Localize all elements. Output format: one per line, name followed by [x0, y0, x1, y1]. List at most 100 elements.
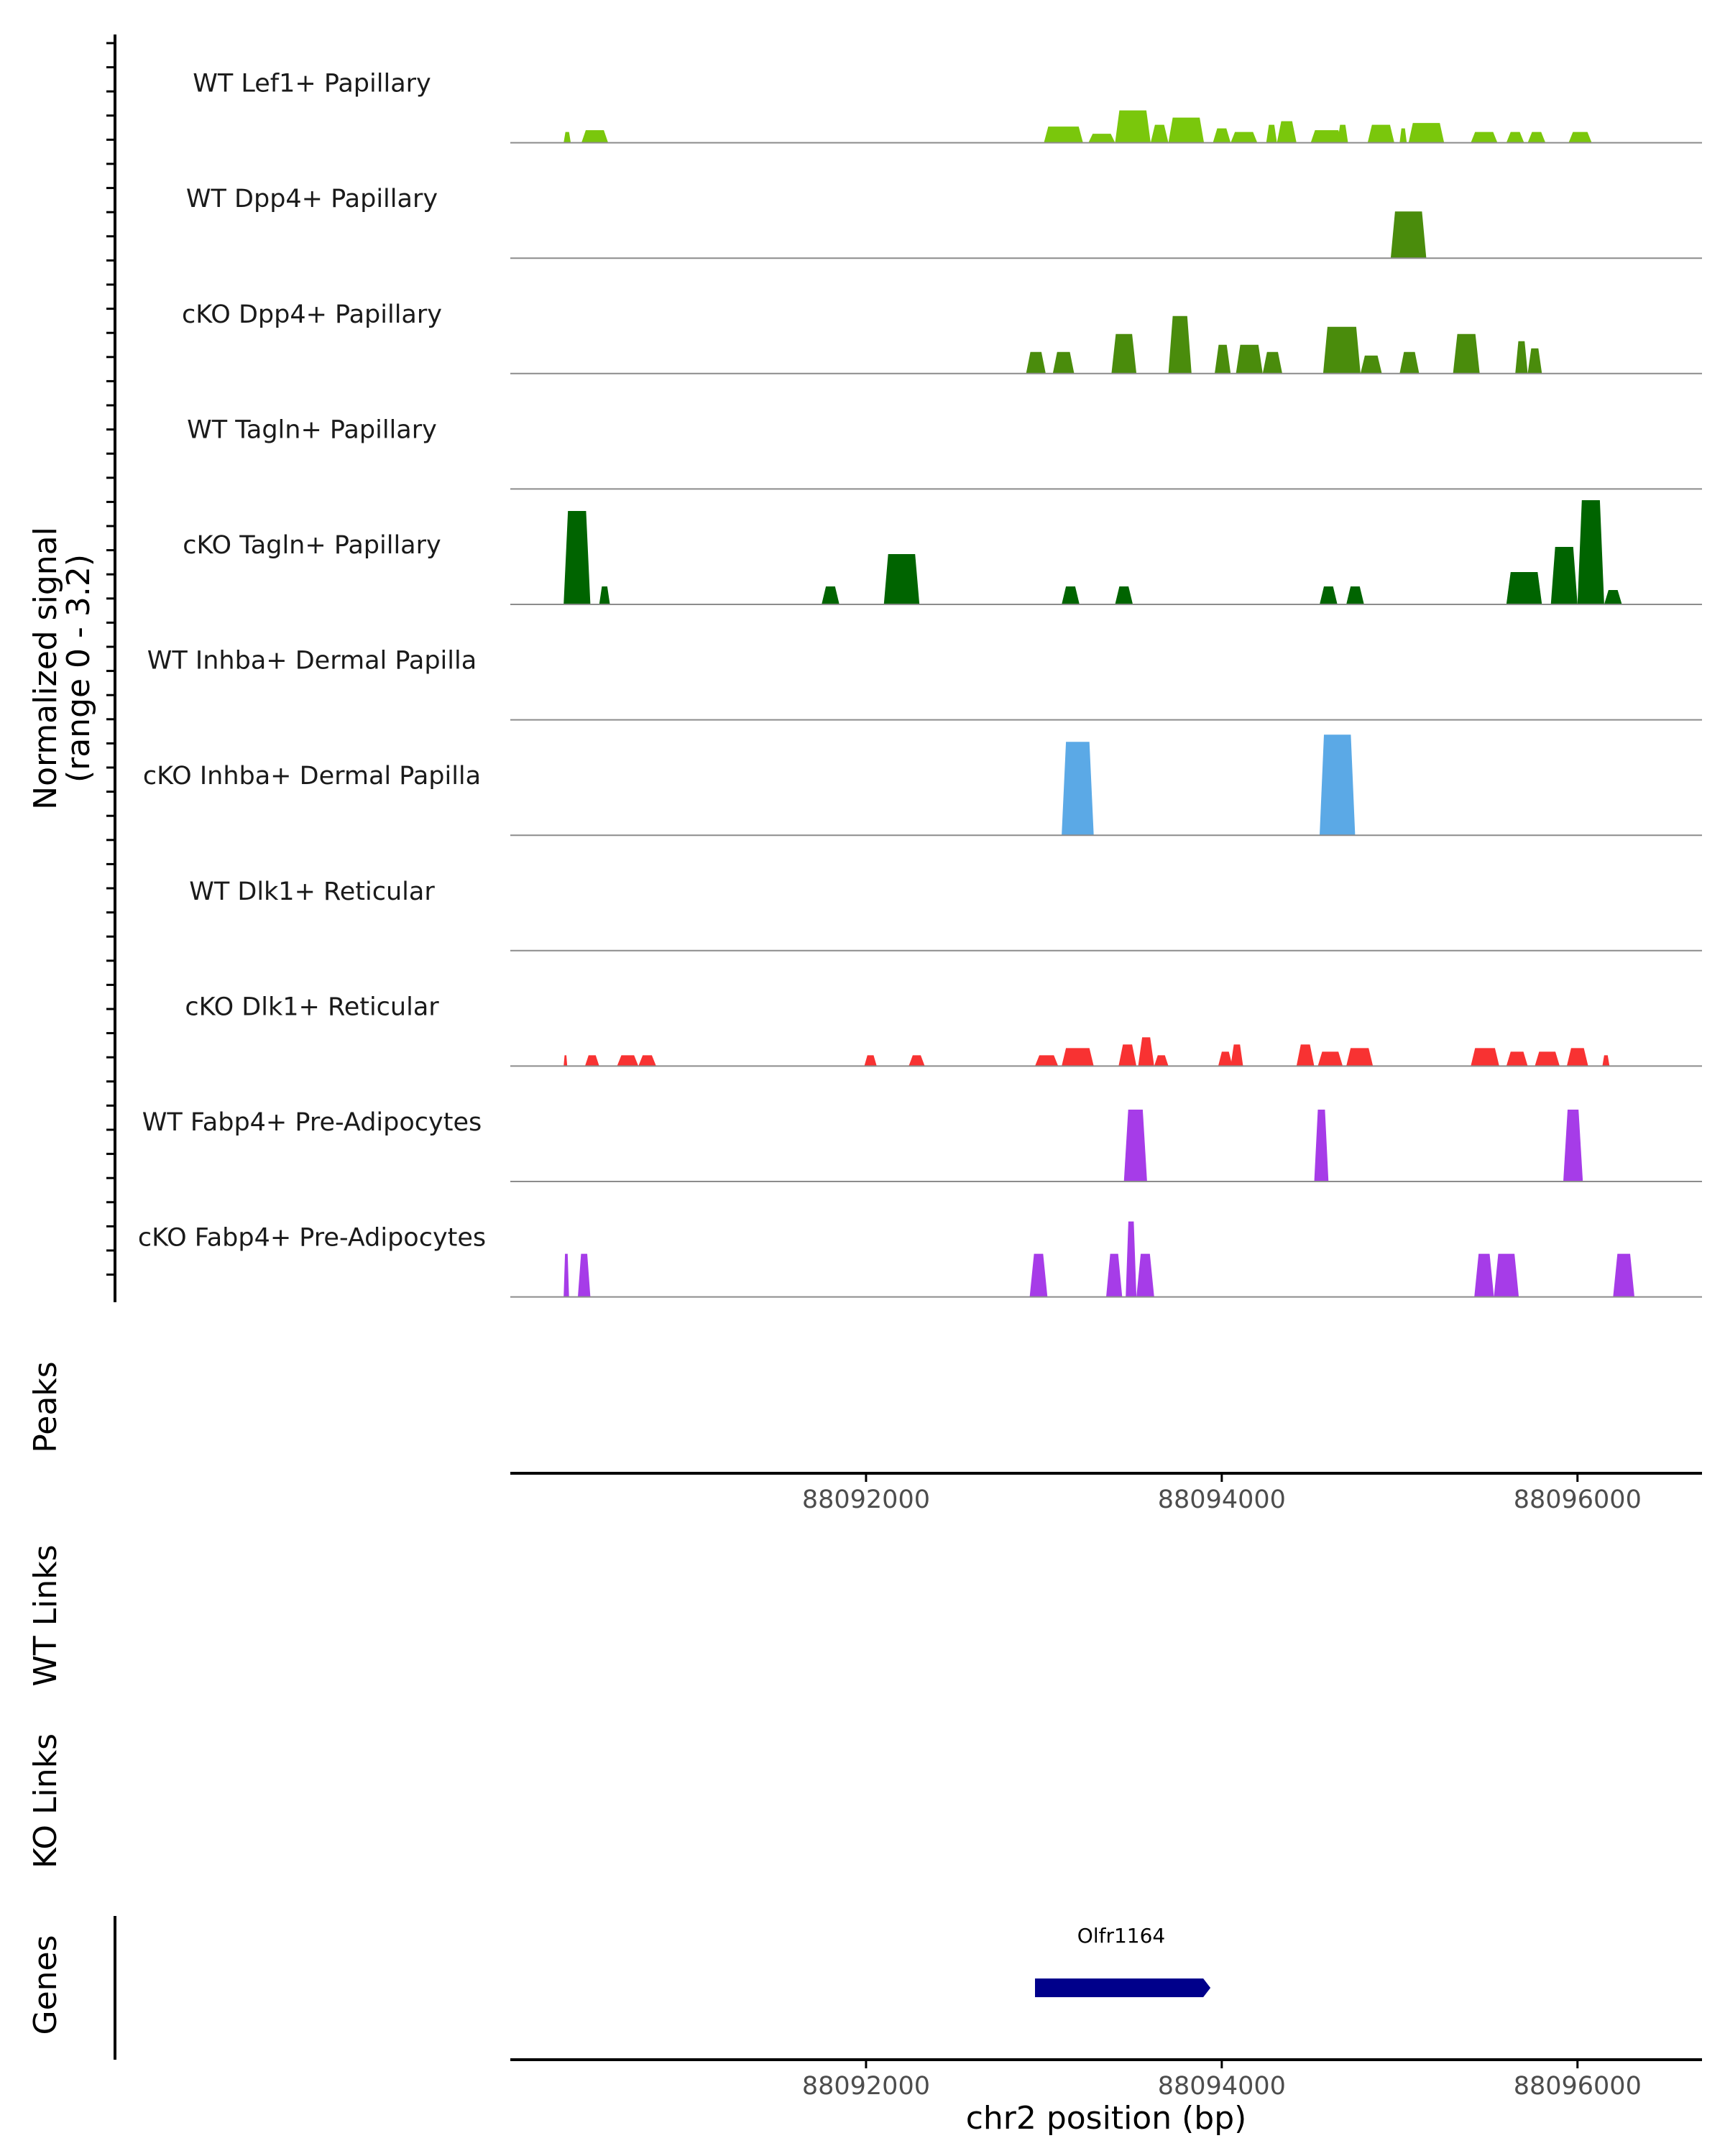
signal-peak	[1566, 1048, 1588, 1067]
signal-peak	[1506, 132, 1524, 143]
panel-label-ko-links: KO Links	[27, 1733, 64, 1869]
signal-peak	[1577, 500, 1604, 604]
signal-peak	[1515, 341, 1528, 374]
signal-peak	[1035, 1055, 1059, 1067]
signal-peak	[1314, 1110, 1329, 1181]
signal-peak	[822, 586, 840, 604]
signal-peak	[1215, 344, 1231, 374]
signal-peak	[1115, 586, 1133, 604]
signal-peak	[1399, 351, 1420, 374]
signal-peak	[564, 1253, 569, 1297]
panel-label-genes: Genes	[27, 1935, 64, 2035]
track-wt-dpp4-papillary: WT Dpp4+ Papillary	[186, 185, 1702, 259]
signal-peak	[883, 554, 920, 604]
signal-peak	[1506, 572, 1542, 604]
signal-peak	[1471, 1048, 1499, 1067]
signal-peak	[1062, 1048, 1094, 1067]
signal-peak	[564, 511, 591, 604]
signal-peak	[1138, 1037, 1154, 1067]
signal-peak	[1118, 1044, 1137, 1067]
signal-peak	[1266, 124, 1277, 143]
signal-peak	[1296, 1044, 1315, 1067]
signal-peak	[584, 1055, 599, 1067]
signal-peak	[1322, 326, 1361, 374]
signal-peak	[599, 586, 610, 604]
signal-peak	[1168, 117, 1205, 143]
x-axis-2-tick-label: 88094000	[1158, 2072, 1286, 2101]
signal-peak	[1568, 132, 1592, 143]
signal-peak	[1062, 586, 1080, 604]
signal-peak	[1604, 590, 1622, 604]
signal-peak	[1150, 124, 1169, 143]
signal-peak	[1453, 333, 1480, 374]
signal-peak	[1367, 124, 1394, 143]
signal-peak	[1317, 1051, 1343, 1067]
signal-peak	[1337, 124, 1348, 143]
signal-peak	[1346, 1048, 1374, 1067]
signal-peak	[864, 1055, 877, 1067]
gene-label-olfr1164: Olfr1164	[1077, 1924, 1165, 1948]
x-axis-1-tick-label: 88094000	[1158, 1485, 1286, 1514]
track-wt-lef1-papillary: WT Lef1+ Papillary	[193, 70, 1702, 144]
signal-peak	[1474, 1253, 1494, 1297]
signal-peak	[1154, 1055, 1169, 1067]
signal-peak	[1236, 344, 1263, 374]
signal-peak	[1471, 132, 1498, 143]
track-cko-dpp4-papillary: cKO Dpp4+ Papillary	[182, 300, 1702, 374]
coverage-ylabel-range: (range 0 - 3.2)	[60, 554, 97, 783]
track-cko-fabp4-pre-adipocytes: cKO Fabp4+ Pre-Adipocytes	[138, 1221, 1702, 1298]
x-axis-2-tick-label: 88092000	[802, 2072, 930, 2101]
signal-peak	[1408, 123, 1445, 143]
signal-peak	[1115, 110, 1151, 143]
track-label: cKO Tagln+ Papillary	[183, 531, 441, 560]
signal-peak	[1111, 333, 1137, 374]
track-cko-dlk1-reticular: cKO Dlk1+ Reticular	[185, 992, 1702, 1067]
signal-peak	[638, 1055, 656, 1067]
signal-peak	[1360, 355, 1382, 374]
x-axis-title: chr2 position (bp)	[966, 2100, 1247, 2137]
track-label: WT Tagln+ Papillary	[187, 415, 437, 444]
signal-peak	[1044, 126, 1083, 143]
signal-peak	[1026, 351, 1046, 374]
signal-peak	[617, 1055, 639, 1067]
signal-peak	[1346, 586, 1364, 604]
x-axis-2-tick-label: 88096000	[1514, 2072, 1642, 2101]
genes-panel: Genes Olfr1164 88092000 88094000 88096000 …	[27, 1916, 1702, 2137]
track-label: WT Lef1+ Papillary	[193, 70, 431, 98]
signal-peak	[1506, 1051, 1528, 1067]
signal-peak	[1213, 128, 1231, 143]
signal-peak	[1494, 1253, 1519, 1297]
signal-peak	[578, 1253, 591, 1297]
signal-peak	[1320, 734, 1356, 836]
coverage-tracks: WT Lef1+ Papillary WT Dpp4+ Papillary cKO …	[138, 70, 1702, 1298]
signal-peak	[1535, 1051, 1560, 1067]
signal-peak	[908, 1055, 925, 1067]
track-wt-tagln-papillary: WT Tagln+ Papillary	[187, 415, 1702, 490]
signal-peak	[1106, 1253, 1123, 1297]
signal-peak	[1262, 351, 1282, 374]
track-cko-inhba-dermal-papilla: cKO Inhba+ Dermal Papilla	[143, 734, 1702, 837]
signal-peak	[564, 132, 571, 143]
signal-peak	[1126, 1221, 1137, 1297]
signal-peak	[1527, 132, 1546, 143]
track-label: cKO Inhba+ Dermal Papilla	[143, 762, 481, 791]
track-wt-dlk1-reticular: WT Dlk1+ Reticular	[189, 877, 1702, 952]
signal-peak	[1613, 1253, 1634, 1297]
signal-peak	[564, 1055, 568, 1067]
panel-label-wt-links: WT Links	[27, 1544, 64, 1686]
signal-peak	[1399, 128, 1407, 143]
x-axis-peaks: 88092000 88094000 88096000	[802, 1473, 1642, 1514]
signal-peak	[1123, 1110, 1147, 1181]
signal-peak	[1276, 121, 1297, 143]
gene-annotations: Olfr1164	[1035, 1924, 1211, 1997]
x-axis-1-tick-label: 88096000	[1514, 1485, 1642, 1514]
coverage-ylabel: Normalized signal	[27, 527, 64, 810]
coverage-panel: Normalized signal (range 0 - 3.2) WT Lef…	[27, 34, 1702, 1302]
track-label: cKO Dlk1+ Reticular	[185, 992, 439, 1021]
track-label: WT Inhba+ Dermal Papilla	[147, 647, 477, 676]
signal-peak	[1602, 1055, 1610, 1067]
track-wt-inhba-dermal-papilla: WT Inhba+ Dermal Papilla	[147, 647, 1702, 721]
signal-peak	[1230, 1044, 1243, 1067]
track-label: WT Dpp4+ Papillary	[186, 185, 438, 213]
track-label: WT Fabp4+ Pre-Adipocytes	[142, 1108, 482, 1137]
